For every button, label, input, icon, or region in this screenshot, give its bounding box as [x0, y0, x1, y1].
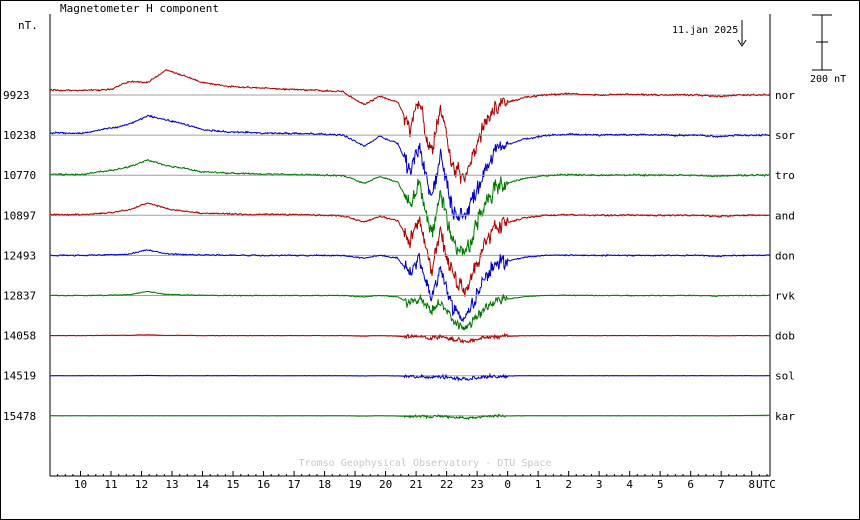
x-tick-label: 10 — [74, 478, 87, 491]
series-line-nor — [49, 69, 771, 184]
x-tick-label: 2 — [565, 478, 572, 491]
plot-layer: 10 11 12 13 14 15 16 17 18 19 20 21 22 23 0 1 2 3 4 5 6 7 8992… — [3, 14, 795, 491]
x-tick-label: 20 — [379, 478, 392, 491]
x-tick-label: 11 — [104, 478, 117, 491]
station-label-and: and — [775, 209, 795, 222]
series-line-dob — [49, 332, 770, 345]
baseline-value-and: 10897 — [3, 209, 36, 222]
series-line-sor — [49, 114, 771, 222]
x-axis-unit: UTC — [756, 478, 776, 491]
chart-title: Magnetometer H component — [60, 2, 219, 15]
baseline-value-don: 12493 — [3, 249, 36, 262]
series-line-don — [49, 249, 771, 323]
x-tick-label: 7 — [718, 478, 725, 491]
x-tick-label: 17 — [287, 478, 300, 491]
series-line-kar — [49, 413, 770, 421]
station-label-sor: sor — [775, 129, 795, 142]
station-label-tro: tro — [775, 169, 795, 182]
station-label-rvk: rvk — [775, 290, 795, 303]
x-tick-label: 3 — [596, 478, 603, 491]
baseline-value-rvk: 12837 — [3, 290, 36, 303]
x-tick-label: 21 — [409, 478, 422, 491]
series-line-sol — [49, 372, 771, 383]
baseline-value-kar: 15478 — [3, 410, 36, 423]
station-label-dob: dob — [775, 330, 795, 343]
y-unit-label: nT. — [18, 19, 38, 32]
x-tick-label: 14 — [196, 478, 210, 491]
x-tick-label: 8 — [748, 478, 755, 491]
x-tick-label: 4 — [626, 478, 633, 491]
date-label: 11.jan 2025 — [672, 25, 738, 36]
station-label-kar: kar — [775, 410, 795, 423]
x-tick-label: 13 — [165, 478, 178, 491]
scale-bar — [812, 14, 832, 71]
x-tick-label: 5 — [657, 478, 664, 491]
scale-bar-label: 200 nT — [810, 74, 846, 85]
x-tick-label: 23 — [470, 478, 483, 491]
x-tick-label: 0 — [504, 478, 511, 491]
x-tick-label: 15 — [226, 478, 239, 491]
x-tick-label: 19 — [348, 478, 361, 491]
baseline-value-tro: 10770 — [3, 169, 36, 182]
x-tick-label: 12 — [135, 478, 148, 491]
x-tick-label: 16 — [257, 478, 270, 491]
x-tick-label: 6 — [687, 478, 694, 491]
series-line-and — [49, 202, 771, 297]
baseline-value-sol: 14519 — [3, 370, 36, 383]
watermark: Tromso Geophysical Observatory - DTU Spa… — [299, 458, 552, 469]
x-tick-label: 22 — [440, 478, 453, 491]
series-line-rvk — [50, 290, 771, 331]
date-arrow — [737, 20, 747, 47]
station-label-nor: nor — [775, 89, 795, 102]
station-label-sol: sol — [775, 370, 795, 383]
x-tick-label: 1 — [535, 478, 542, 491]
baseline-value-sor: 10238 — [3, 129, 36, 142]
baseline-value-nor: 9923 — [3, 89, 30, 102]
station-label-don: don — [775, 249, 795, 262]
series-line-tro — [49, 158, 771, 257]
x-tick-label: 18 — [318, 478, 331, 491]
baseline-value-dob: 14058 — [3, 330, 36, 343]
